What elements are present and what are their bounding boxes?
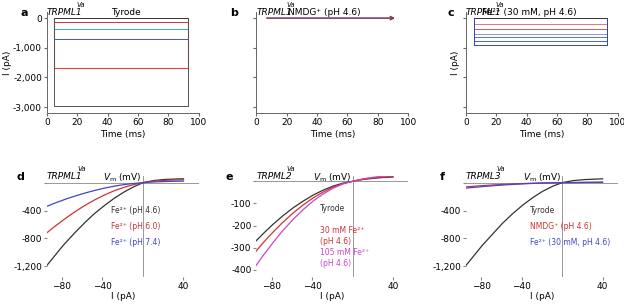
Text: d: d (16, 172, 24, 182)
Text: TRPML1: TRPML1 (466, 8, 502, 17)
X-axis label: Time (ms): Time (ms) (519, 130, 565, 139)
Text: NMDG⁺ (pH 4.6): NMDG⁺ (pH 4.6) (288, 8, 361, 17)
Text: Va: Va (76, 2, 85, 8)
Text: Tyrode: Tyrode (530, 206, 555, 215)
X-axis label: I (pA): I (pA) (320, 292, 344, 301)
Text: Fe²⁺ (pH 4.6): Fe²⁺ (pH 4.6) (110, 206, 160, 215)
Y-axis label: I (pA): I (pA) (2, 50, 12, 75)
Text: 105 mM Fe²⁺
(pH 4.6): 105 mM Fe²⁺ (pH 4.6) (320, 248, 369, 268)
X-axis label: Time (ms): Time (ms) (310, 130, 355, 139)
Text: 30 mM Fe²⁺
(pH 4.6): 30 mM Fe²⁺ (pH 4.6) (320, 226, 364, 246)
Text: TRPML3: TRPML3 (466, 172, 502, 181)
Text: $V_{\rm m}$ (mV): $V_{\rm m}$ (mV) (313, 172, 351, 184)
Text: Va: Va (286, 166, 295, 171)
Y-axis label: I (pA): I (pA) (451, 50, 460, 75)
X-axis label: Time (ms): Time (ms) (100, 130, 145, 139)
Text: Va: Va (496, 166, 505, 171)
Text: Tyrode: Tyrode (320, 204, 345, 213)
Text: a: a (21, 8, 29, 18)
Text: Va: Va (77, 166, 85, 171)
Text: TRPML1: TRPML1 (47, 172, 82, 181)
Text: Fe²⁺ (30 mM, pH 4.6): Fe²⁺ (30 mM, pH 4.6) (530, 238, 610, 247)
Text: c: c (447, 8, 454, 18)
Text: $V_{\rm m}$ (mV): $V_{\rm m}$ (mV) (104, 172, 142, 184)
Text: $V_{\rm m}$ (mV): $V_{\rm m}$ (mV) (522, 172, 561, 184)
Text: TRPML1: TRPML1 (47, 8, 82, 17)
Text: Va: Va (286, 2, 295, 8)
Text: Fe²⁺ (30 mM, pH 4.6): Fe²⁺ (30 mM, pH 4.6) (482, 8, 577, 17)
Text: Fe²⁺ (pH 6.0): Fe²⁺ (pH 6.0) (110, 222, 160, 231)
X-axis label: I (pA): I (pA) (530, 292, 554, 301)
X-axis label: I (pA): I (pA) (110, 292, 135, 301)
Text: f: f (440, 172, 445, 182)
Text: TRPML2: TRPML2 (256, 172, 292, 181)
Text: Va: Va (495, 2, 504, 8)
Text: b: b (230, 8, 238, 18)
Text: e: e (226, 172, 233, 182)
Text: TRPML1: TRPML1 (256, 8, 292, 17)
Text: NMDG⁺ (pH 4.6): NMDG⁺ (pH 4.6) (530, 222, 592, 231)
Text: Tyrode: Tyrode (111, 8, 140, 17)
Text: Fe²⁺ (pH 7.4): Fe²⁺ (pH 7.4) (110, 238, 160, 247)
